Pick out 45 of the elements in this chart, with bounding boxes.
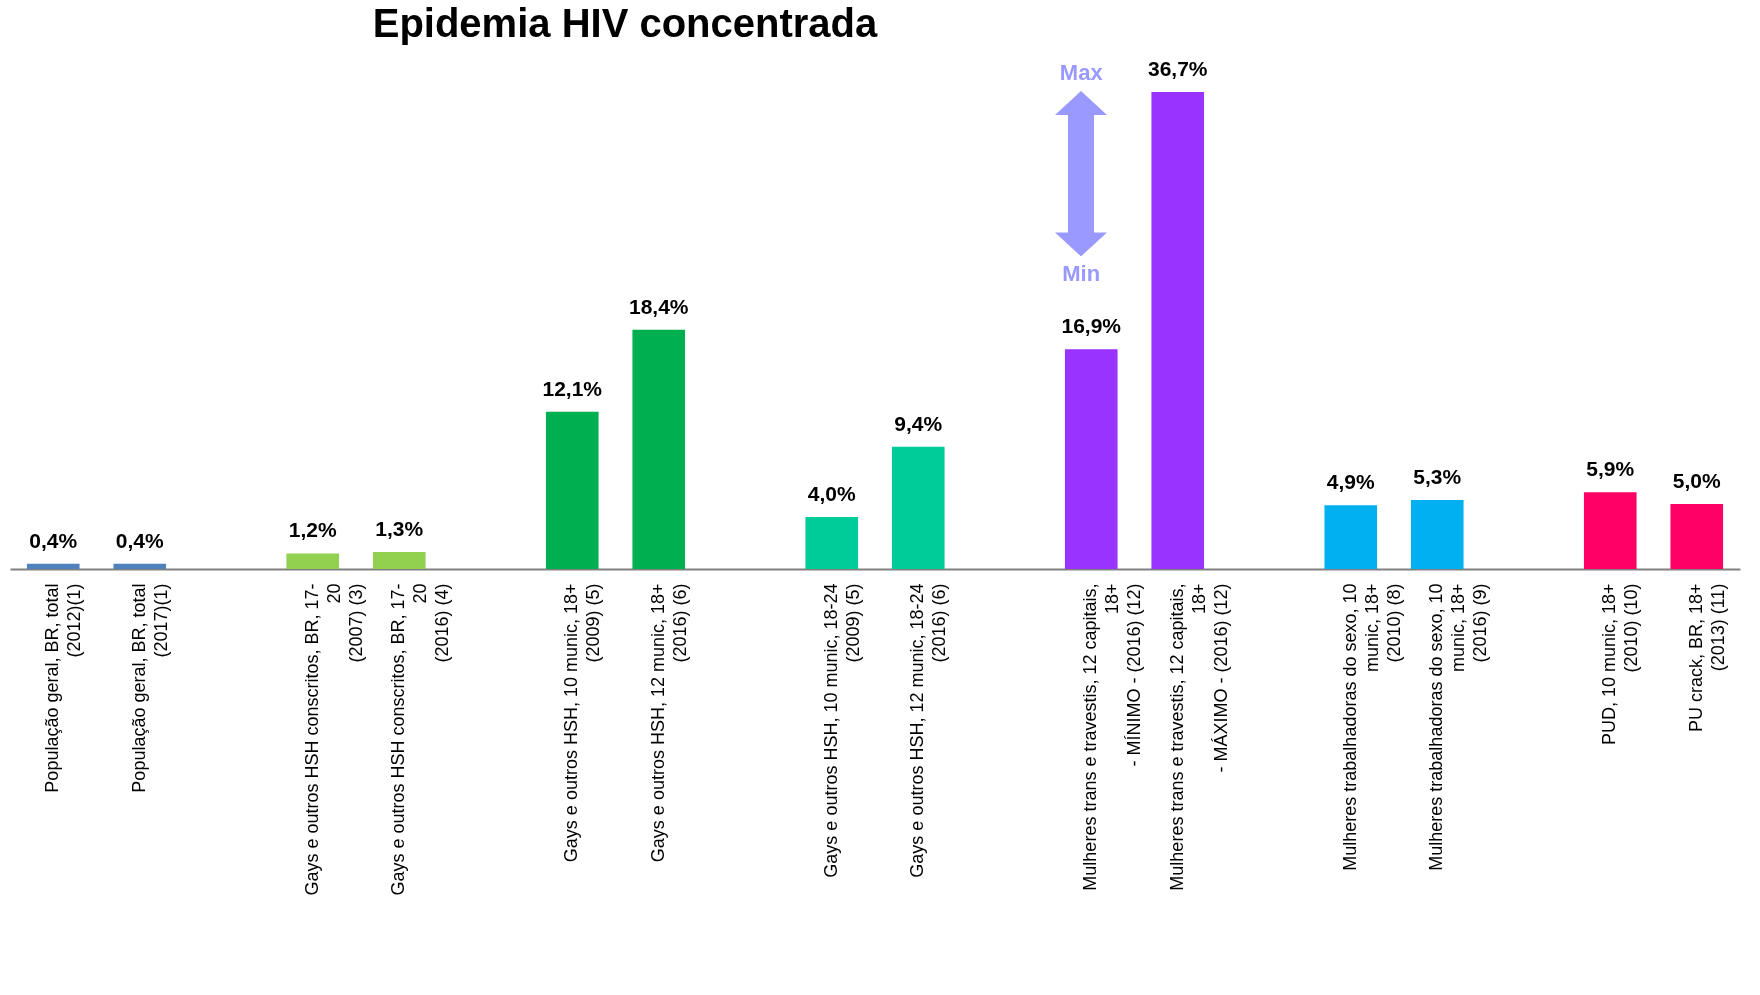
data-label: 5,0% xyxy=(1672,469,1722,492)
chart-title: Epidemia HIV concentrada xyxy=(372,1,879,45)
bar xyxy=(286,553,340,569)
x-tick-label: Gays e outros HSH, 12 munic, 18-24 (2016) (6) xyxy=(907,583,950,878)
x-tick-label: Gays e outros HSH, 10 munic, 18+ (2009) (5) xyxy=(561,583,604,863)
x-tick-label: PUD, 10 munic, 18+ (2010) (10) xyxy=(1599,583,1642,746)
x-tick-label: Mulheres trans e travestis, 12 capitais, 18+ - MÁXIMO - (2016) (12) xyxy=(1166,583,1231,891)
x-tick-label: Mulheres trans e travestis, 12 capitais, 18+ - MÍNIMO - (2016) (12) xyxy=(1080,583,1145,891)
bar xyxy=(632,329,686,569)
x-tick-label: Gays e outros HSH conscritos, BR, 17- 20 (2016) (4) xyxy=(388,583,453,896)
x-tick-label: Gays e outros HSH, 10 munic, 18-24 (2009) (5) xyxy=(820,583,863,878)
bar xyxy=(1670,504,1724,569)
bar xyxy=(891,446,945,569)
data-label: 9,4% xyxy=(894,411,943,435)
annotation: Min xyxy=(1061,260,1102,289)
data-label: 4,0% xyxy=(807,482,857,505)
bar xyxy=(1064,349,1118,569)
x-tick-label: Mulheres trabalhadoras do sexo, 10 munic, 18+ (2010) (8) xyxy=(1339,583,1404,871)
data-label: 36,7% xyxy=(1147,56,1208,80)
data-label: 0,4% xyxy=(29,528,78,552)
x-tick-label: PU crack, BR, 18+ (2013) (11) xyxy=(1685,583,1728,733)
data-label: 5,9% xyxy=(1586,457,1635,481)
data-label: 18,4% xyxy=(628,294,689,318)
x-tick-label: População geral, BR, total (2017)(1) xyxy=(128,583,171,793)
data-label: 16,9% xyxy=(1061,314,1122,338)
data-label: 12,1% xyxy=(542,376,603,400)
data-label: 1,2% xyxy=(288,518,338,542)
bar xyxy=(805,517,859,569)
text: Max xyxy=(1058,58,1104,87)
data-label: 1,3% xyxy=(375,517,424,541)
x-tick-label: Gays e outros HSH conscritos, BR, 17- 20 (2007) (3) xyxy=(301,583,366,896)
bar xyxy=(1324,505,1378,569)
data-label: 4,9% xyxy=(1326,470,1376,494)
bar xyxy=(1410,500,1464,569)
bar xyxy=(1583,492,1637,569)
bar xyxy=(372,552,426,569)
bar xyxy=(545,411,599,569)
data-label: 5,3% xyxy=(1413,465,1462,489)
bar xyxy=(113,563,167,569)
x-tick-label: População geral, BR, total (2012)(1) xyxy=(42,583,85,793)
x-tick-label: Mulheres trabalhadoras do sexo, 10 munic, 18+ (2016) (9) xyxy=(1426,583,1491,871)
data-label: 0,4% xyxy=(115,528,165,552)
bar xyxy=(26,563,80,569)
x-tick-label: Gays e outros HSH, 12 munic, 18+ (2016) (6) xyxy=(647,583,690,863)
bar xyxy=(1151,91,1205,569)
